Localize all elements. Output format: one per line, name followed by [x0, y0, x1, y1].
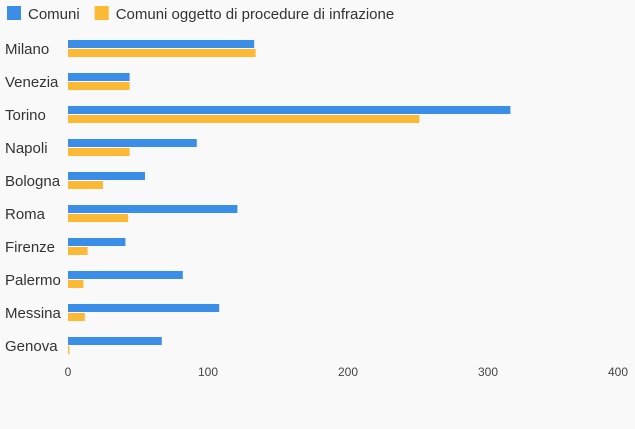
legend-swatch-2 [94, 6, 109, 20]
bar-genova-series-1 [68, 337, 162, 345]
category-label-bologna: Bologna [5, 173, 61, 190]
legend-label-1: Comuni [28, 6, 80, 23]
bar-firenze-series-1 [68, 238, 126, 246]
bar-roma-series-2 [68, 214, 129, 222]
x-axis-ticks: 0 100 200 300 400 [65, 365, 629, 379]
bar-genova-series-2 [68, 346, 70, 354]
category-label-milano: Milano [5, 41, 49, 58]
bar-venezia-series-1 [68, 73, 130, 81]
legend: Comuni Comuni oggetto di procedure di inf… [7, 6, 394, 23]
x-tick-label-300: 300 [478, 365, 498, 379]
category-label-roma: Roma [5, 206, 46, 223]
bar-napoli-series-2 [68, 148, 130, 156]
category-labels: Milano Venezia Torino Napoli Bologna Roma Fire… [5, 41, 62, 355]
bar-palermo-series-1 [68, 271, 183, 279]
bar-bologna-series-2 [68, 181, 103, 189]
bar-messina-series-2 [68, 313, 85, 321]
bar-venezia-series-2 [68, 82, 130, 90]
legend-swatch-1 [7, 6, 21, 20]
bar-firenze-series-2 [68, 247, 88, 255]
category-label-firenze: Firenze [5, 239, 55, 256]
category-label-palermo: Palermo [5, 272, 61, 289]
x-tick-label-100: 100 [198, 365, 218, 379]
bar-milano-series-1 [68, 40, 255, 48]
x-tick-label-0: 0 [65, 365, 72, 379]
bar-messina-series-1 [68, 304, 220, 312]
bar-milano-series-2 [68, 49, 256, 57]
bar-napoli-series-1 [68, 139, 197, 147]
category-label-napoli: Napoli [5, 140, 48, 157]
bar-palermo-series-2 [68, 280, 84, 288]
category-label-messina: Messina [5, 305, 62, 322]
bar-roma-series-1 [68, 205, 238, 213]
bar-torino-series-1 [68, 106, 511, 114]
x-tick-label-400: 400 [608, 365, 628, 379]
legend-label-2: Comuni oggetto di procedure di infrazion… [116, 6, 395, 23]
category-label-venezia: Venezia [5, 74, 59, 91]
category-label-torino: Torino [5, 107, 46, 124]
bar-bologna-series-1 [68, 172, 145, 180]
bars [68, 40, 511, 354]
x-tick-label-200: 200 [338, 365, 358, 379]
bar-torino-series-2 [68, 115, 420, 123]
category-label-genova: Genova [5, 338, 58, 355]
